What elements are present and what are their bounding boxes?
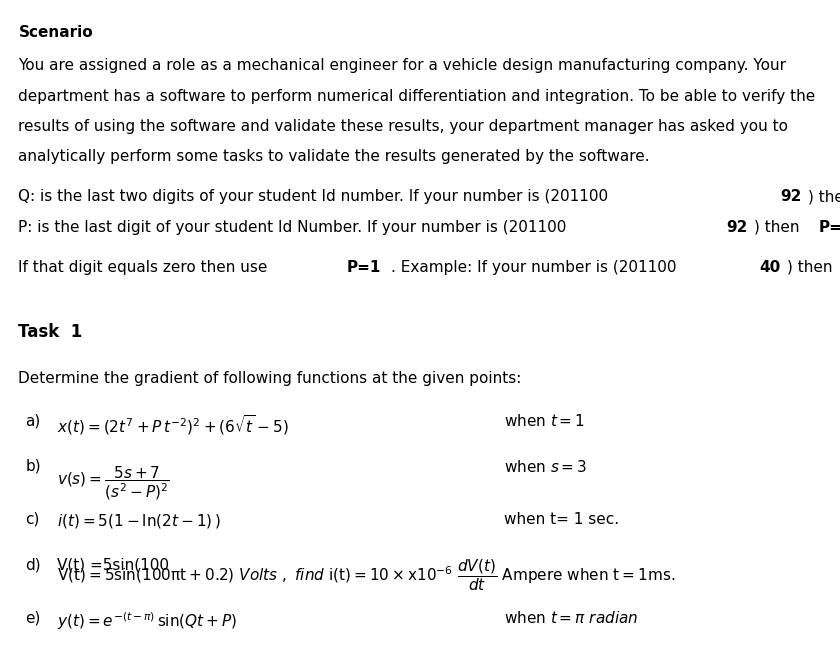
Text: P=1: P=1 <box>347 260 381 275</box>
Text: Q: is the last two digits of your student Id number. If your number is (201100: Q: is the last two digits of your studen… <box>18 189 609 204</box>
Text: ) then: ) then <box>807 189 840 204</box>
Text: ) then: ) then <box>753 220 804 234</box>
Text: P: is the last digit of your student Id Number. If your number is (201100: P: is the last digit of your student Id … <box>18 220 567 234</box>
Text: $v(s) = \dfrac{5s+7}{(s^2-P)^2}$: $v(s) = \dfrac{5s+7}{(s^2-P)^2}$ <box>57 465 170 503</box>
Text: $\mathrm{V(t)=5sin(100\pi t + 0.2)}$$\ \mathit{Volts\ ,\ find\ }$$\mathrm{i(t) =: $\mathrm{V(t)=5sin(100\pi t + 0.2)}$$\ \… <box>57 557 675 593</box>
Text: 40: 40 <box>759 260 780 275</box>
Text: c): c) <box>25 512 39 526</box>
Text: department has a software to perform numerical differentiation and integration. : department has a software to perform num… <box>18 89 816 103</box>
Text: V(t) =5sin(100: V(t) =5sin(100 <box>57 557 169 572</box>
Text: . Example: If your number is (201100: . Example: If your number is (201100 <box>391 260 676 275</box>
Text: Task  1: Task 1 <box>18 324 82 342</box>
Text: analytically perform some tasks to validate the results generated by the softwar: analytically perform some tasks to valid… <box>18 149 650 164</box>
Text: $i(t) = 5(1 - \ln(2t - 1)\,)$: $i(t) = 5(1 - \ln(2t - 1)\,)$ <box>57 512 221 530</box>
Text: You are assigned a role as a mechanical engineer for a vehicle design manufactur: You are assigned a role as a mechanical … <box>18 58 786 73</box>
Text: d): d) <box>25 557 41 572</box>
Text: 92: 92 <box>780 189 801 204</box>
Text: b): b) <box>25 459 41 474</box>
Text: when $s = 3$: when $s = 3$ <box>504 459 587 475</box>
Text: e): e) <box>25 610 40 625</box>
Text: Determine the gradient of following functions at the given points:: Determine the gradient of following func… <box>18 371 522 386</box>
Text: Scenario: Scenario <box>18 25 93 39</box>
Text: $y(t) = e^{-(t-\pi)}\,\mathrm{sin}(Qt + P)$: $y(t) = e^{-(t-\pi)}\,\mathrm{sin}(Qt + … <box>57 610 238 632</box>
Text: results of using the software and validate these results, your department manage: results of using the software and valida… <box>18 119 789 134</box>
Text: when $t = 1$: when $t = 1$ <box>504 413 585 429</box>
Text: $x(t) = (2t^7 + P\,t^{-2})^2 + (6\sqrt{t} - 5)$: $x(t) = (2t^7 + P\,t^{-2})^2 + (6\sqrt{t… <box>57 413 289 437</box>
Text: If that digit equals zero then use: If that digit equals zero then use <box>18 260 273 275</box>
Text: ) then: ) then <box>787 260 837 275</box>
Text: a): a) <box>25 413 40 428</box>
Text: 92: 92 <box>726 220 748 234</box>
Text: when $t = \pi\ \mathit{radian}$: when $t = \pi\ \mathit{radian}$ <box>504 610 638 627</box>
Text: P=2: P=2 <box>819 220 840 234</box>
Text: when t= 1 sec.: when t= 1 sec. <box>504 512 619 526</box>
